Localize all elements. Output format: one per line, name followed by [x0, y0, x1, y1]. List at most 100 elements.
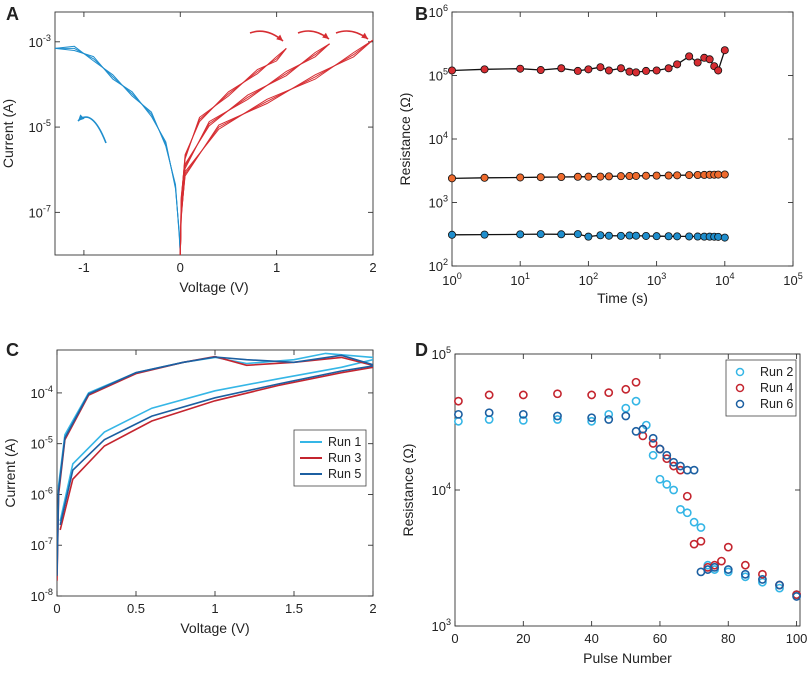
set-arrow-2-head [322, 32, 329, 39]
pulse-point [740, 569, 750, 579]
retention-point [596, 231, 605, 240]
legend: Run 1 Run 3 Run 5 [293, 429, 367, 487]
y-tick-label: 10-7 [28, 203, 51, 220]
x-tick-label: 1 [273, 260, 280, 275]
retention-point [664, 171, 673, 180]
plot-content [57, 352, 373, 581]
pulse-point [553, 411, 562, 421]
retention-point [632, 68, 641, 77]
panel-label: A [6, 4, 19, 24]
retention-point [480, 65, 489, 74]
pulse-point [662, 450, 672, 460]
y-tick-label: 102 [428, 257, 448, 274]
retention-point [604, 172, 613, 181]
iv-upper-curve [57, 354, 373, 576]
legend: Run 2 Run 4 Run 6 [725, 359, 797, 417]
panel-B: 100 101 102 103 104 105 102 103 104 105 106 Time (s… [397, 3, 803, 306]
legend-marker [735, 383, 745, 393]
retention-point [516, 64, 525, 73]
pulse-point [604, 409, 614, 419]
x-tick-label: 101 [510, 271, 530, 288]
x-tick-label: 60 [653, 631, 667, 646]
plot-content [55, 39, 373, 255]
retention-point [664, 232, 673, 241]
y-tick-label: 10-5 [28, 118, 51, 135]
iv-curve-3 [179, 39, 373, 255]
retention-point [557, 230, 566, 239]
retention-point [652, 171, 661, 180]
pulse-point [676, 461, 685, 471]
panel-D: 0 20 40 60 80 100 103 104 105 Pulse Number Resista… [400, 345, 807, 666]
y-tick-label: 10-8 [30, 587, 53, 604]
plot-area [451, 11, 794, 267]
retention-point [536, 173, 545, 182]
retention-point [642, 66, 651, 75]
pulse-point [669, 457, 679, 467]
pulse-point [723, 565, 733, 574]
pulse-point [758, 575, 767, 584]
retention-point [685, 232, 694, 241]
retention-point [584, 65, 593, 74]
legend-label: Run 2 [760, 365, 793, 379]
x-axis-label: Voltage (V) [180, 620, 249, 636]
pulse-point [454, 409, 463, 419]
retention-point [673, 232, 682, 241]
panel-label: D [415, 340, 428, 360]
pulse-point [648, 439, 658, 448]
y-tick-label: 10-6 [30, 485, 53, 502]
retention-point [652, 232, 661, 241]
panel-label: C [6, 340, 19, 360]
x-axis-label: Pulse Number [583, 650, 672, 666]
retention-point [685, 171, 694, 180]
retention-point [596, 63, 605, 72]
iv-lower-curve [59, 358, 373, 522]
pulse-point [553, 415, 562, 424]
x-tick-label: 2 [369, 260, 376, 275]
pulse-point [631, 396, 641, 406]
retention-point [642, 231, 651, 240]
y-tick-label: 10-5 [30, 435, 53, 452]
retention-point [447, 230, 456, 239]
retention-point [447, 66, 456, 75]
pulse-point [758, 569, 767, 579]
retention-point [625, 67, 634, 76]
retention-point [480, 230, 489, 239]
retention-point [714, 170, 723, 179]
retention-point [714, 232, 723, 241]
retention-point [720, 46, 729, 55]
x-tick-label: 102 [579, 271, 599, 288]
legend-label: Run 5 [328, 467, 361, 481]
panel-label: B [415, 4, 428, 24]
pulse-point [484, 390, 494, 400]
retention-point [632, 171, 641, 180]
x-tick-label: 40 [584, 631, 598, 646]
x-tick-label: 0 [451, 631, 458, 646]
retention-point [714, 66, 723, 75]
retention-point [573, 172, 582, 181]
pulse-point [717, 556, 726, 566]
retention-point [557, 64, 566, 73]
pulse-point [662, 479, 672, 489]
retention-point [625, 231, 634, 240]
retention-point [584, 172, 593, 181]
legend-label: Run 1 [328, 435, 361, 449]
x-axis-label: Time (s) [597, 290, 648, 306]
pulse-point [710, 562, 720, 572]
retention-point [693, 58, 702, 67]
retention-point [673, 60, 682, 69]
y-axis-label: Resistance (Ω) [400, 444, 416, 537]
pulse-point [723, 542, 733, 552]
y-tick-label: 105 [428, 67, 448, 84]
iv-lower-curve [59, 366, 373, 531]
iv-curve-1 [179, 48, 287, 255]
pulse-point [655, 444, 665, 454]
pulse-point [621, 384, 631, 394]
pulse-point [669, 485, 679, 495]
y-tick-label: 104 [428, 130, 448, 147]
legend-label: Run 3 [328, 451, 361, 465]
pulse-point [638, 424, 648, 434]
retention-point [625, 172, 634, 181]
legend-marker [735, 367, 745, 377]
pulse-point [604, 388, 614, 398]
pulse-point [518, 415, 528, 425]
